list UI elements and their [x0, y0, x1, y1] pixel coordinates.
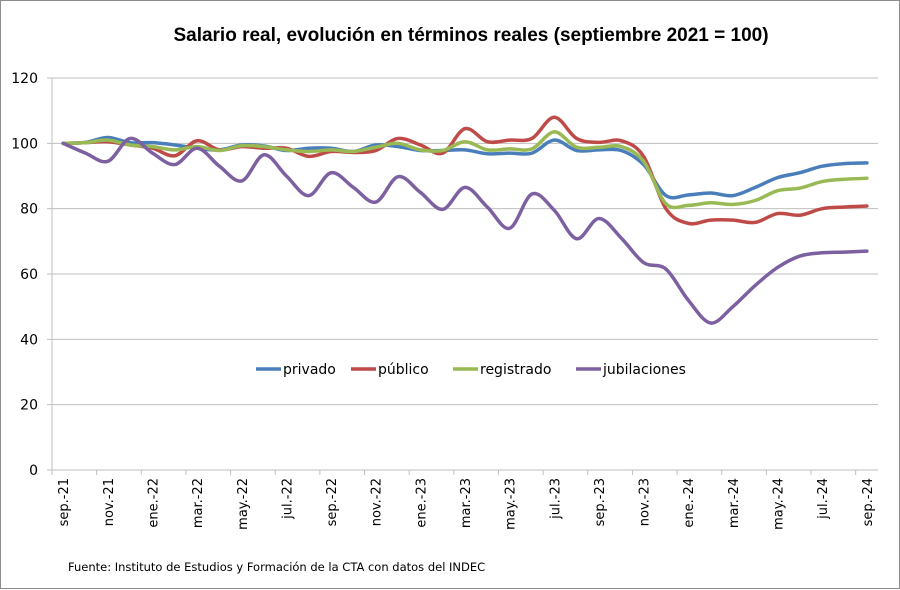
x-tick-label: mar.-22	[191, 478, 206, 528]
x-tick-label: jul.-23	[548, 478, 563, 520]
x-tick-label: ene.-23	[414, 478, 429, 528]
x-tick-label: sep.-21	[57, 478, 72, 526]
x-tick-label: may.-22	[236, 478, 251, 530]
legend-label: jubilaciones	[602, 362, 686, 378]
y-tick-label: 0	[29, 463, 38, 479]
x-axis-tick-labels: sep.-21 nov.-21 ene.-22 mar.-22 may.-22 jul.-…	[57, 478, 876, 530]
x-tick-label: sep.-23	[593, 478, 608, 526]
legend: privado público registrado jubilaciones	[256, 362, 686, 378]
y-tick-label: 80	[20, 202, 38, 218]
source-note: Fuente: Instituto de Estudios y Formació…	[68, 560, 485, 574]
legend-label: público	[378, 362, 429, 378]
x-tick-label: nov.-22	[370, 478, 385, 526]
legend-item-jubilaciones: jubilaciones	[576, 362, 686, 378]
series-lines	[61, 115, 869, 325]
series-line-publico	[61, 115, 869, 226]
legend-item-privado: privado	[256, 362, 336, 378]
y-tick-label: 40	[20, 332, 38, 348]
y-tick-label: 120	[11, 71, 38, 87]
x-tick-label: ene.-22	[146, 478, 161, 528]
x-tick-label: may.-24	[772, 478, 787, 530]
x-tick-label: nov.-23	[638, 478, 653, 526]
x-tick-label: nov.-21	[102, 478, 117, 526]
y-tick-label: 20	[20, 398, 38, 414]
x-tick-label: may.-23	[504, 478, 519, 530]
legend-item-registrado: registrado	[453, 362, 551, 378]
axes	[47, 77, 878, 475]
x-tick-label: sep.-24	[861, 478, 876, 526]
legend-label: registrado	[480, 362, 551, 378]
y-axis-tick-labels: 0 20 40 60 80 100 120	[11, 71, 38, 479]
x-tick-label: mar.-23	[459, 478, 474, 528]
x-tick-label: ene.-24	[682, 478, 697, 528]
x-tick-label: mar.-24	[727, 478, 742, 528]
y-tick-label: 60	[20, 267, 38, 283]
legend-item-publico: público	[351, 362, 429, 378]
chart-title: Salario real, evolución en términos real…	[173, 25, 768, 46]
x-tick-label: jul.-22	[280, 478, 295, 520]
x-tick-label: sep.-22	[325, 478, 340, 526]
x-tick-label: jul.-24	[816, 478, 831, 520]
y-tick-label: 100	[11, 136, 38, 152]
legend-label: privado	[283, 362, 336, 378]
series-line-jubilaciones	[61, 136, 869, 325]
